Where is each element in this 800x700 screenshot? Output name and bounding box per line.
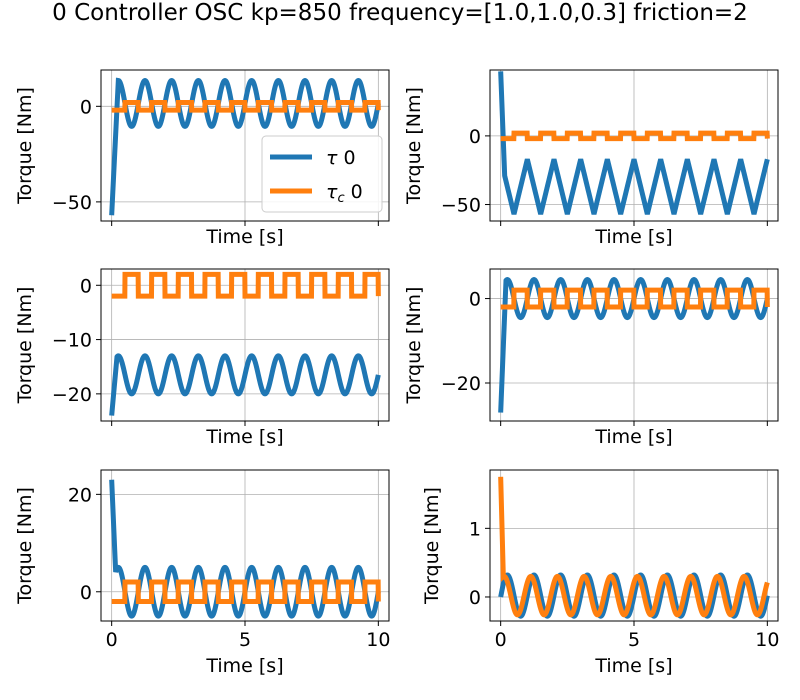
- x-axis-label: Time [s]: [594, 226, 672, 248]
- x-tick-label: 5: [628, 629, 640, 651]
- series-line-tau_c: [500, 287, 770, 310]
- subplot-5: 0 20 0 5 10 Time [s] Torque [Nm]: [14, 469, 390, 677]
- legend-label-tau_c: τc 0: [326, 181, 363, 206]
- y-axis-label: Torque [Nm]: [14, 487, 36, 605]
- series-line-tau_c: [498, 476, 770, 618]
- series-line-tau: [109, 353, 381, 416]
- y-axis-label: Torque [Nm]: [14, 87, 36, 205]
- y-tick-label: −50: [441, 195, 481, 217]
- x-tick-label: 0: [495, 629, 507, 651]
- legend-label-tau: τ 0: [326, 147, 356, 169]
- x-tick-label: 10: [755, 629, 779, 651]
- y-axis-label: Torque [Nm]: [421, 487, 443, 605]
- y-tick-label: −50: [52, 192, 92, 214]
- y-tick-label: −20: [52, 384, 92, 406]
- series-line-tau_c: [111, 579, 381, 605]
- y-axis-label: Torque [Nm]: [403, 87, 425, 205]
- y-tick-label: 0: [469, 289, 481, 311]
- series-group: [109, 271, 381, 416]
- y-tick-label: 1: [469, 518, 481, 540]
- series-group: [498, 476, 770, 619]
- x-axis-label: Time [s]: [205, 426, 283, 448]
- series-group: [498, 277, 770, 413]
- x-axis-label: Time [s]: [205, 655, 283, 677]
- y-tick-label: 0: [80, 582, 92, 604]
- y-tick-label: 0: [469, 126, 481, 148]
- series-line-tau_c: [500, 130, 770, 142]
- y-tick-label: 0: [80, 96, 92, 118]
- x-axis-label: Time [s]: [594, 426, 672, 448]
- series-line-tau_c: [111, 271, 381, 299]
- series-group: [109, 479, 381, 619]
- y-tick-label: −20: [441, 373, 481, 395]
- y-tick-label: 0: [469, 587, 481, 609]
- y-tick-label: 20: [68, 484, 92, 506]
- x-tick-label: 10: [366, 629, 390, 651]
- x-axis-label: Time [s]: [594, 655, 672, 677]
- series-group: [109, 77, 381, 216]
- legend: τ 0 τc 0: [261, 135, 383, 213]
- y-axis-label: Torque [Nm]: [403, 287, 425, 405]
- y-axis-label: Torque [Nm]: [14, 287, 36, 405]
- figure-title: 0 Controller OSC kp=850 frequency=[1.0,1…: [52, 0, 748, 26]
- subplot-3: −20 −10 0 Time [s] Torque [Nm]: [14, 268, 390, 448]
- series-group: [498, 71, 770, 215]
- x-tick-label: 5: [239, 629, 251, 651]
- subplot-grid: −50 0 Time [s] Torque [Nm] τ 0 τc 0 −50 0 Time […: [14, 69, 779, 677]
- series-line-tau: [498, 71, 770, 215]
- x-axis-label: Time [s]: [205, 226, 283, 248]
- subplot-4: −20 0 Time [s] Torque [Nm]: [403, 268, 779, 448]
- legend-box: [261, 135, 383, 213]
- x-tick-label: 0: [106, 629, 118, 651]
- y-tick-label: −10: [52, 330, 92, 352]
- series-line-tau_c: [111, 99, 381, 113]
- subplot-2: −50 0 Time [s] Torque [Nm]: [403, 69, 779, 248]
- y-tick-label: 0: [80, 275, 92, 297]
- subplot-1: −50 0 Time [s] Torque [Nm] τ 0 τc 0: [14, 69, 390, 248]
